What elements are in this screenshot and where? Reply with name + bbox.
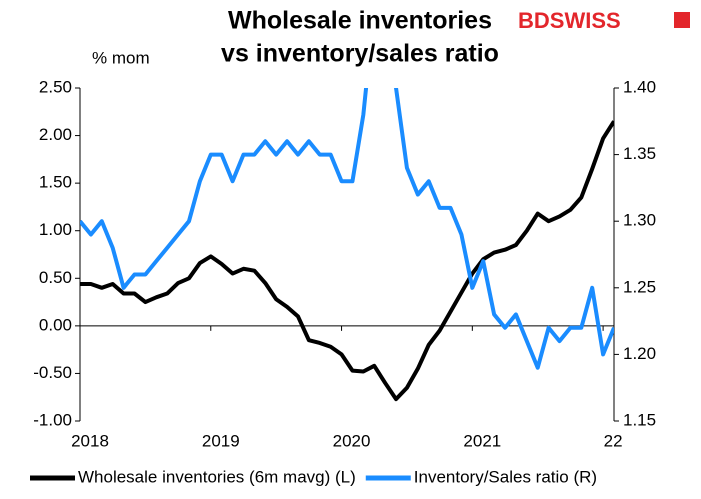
x-tick-label: 2018 [71,431,109,450]
chart-title: Wholesale inventories [228,7,492,35]
x-tick-label: 2020 [333,431,371,450]
y-tick-label: 2.00 [39,125,72,144]
chart-title: vs inventory/sales ratio [221,40,499,68]
x-tick-label: 22 [604,431,623,450]
x-tick-label: 2019 [202,431,240,450]
logo-icon [674,12,690,28]
y2-tick-label: 1.20 [623,344,656,363]
y-tick-label: -0.50 [33,363,72,382]
y2-tick-label: 1.25 [623,277,656,296]
legend-label: Wholesale inventories (6m mavg) (L) [78,467,356,486]
y-tick-label: 1.50 [39,173,72,192]
y-tick-label: 0.50 [39,268,72,287]
y2-tick-label: 1.15 [623,410,656,429]
plot-area [80,88,614,402]
y2-tick-label: 1.40 [623,77,656,96]
y-tick-label: -1.00 [33,410,72,429]
series-line [80,120,614,402]
y2-tick-label: 1.30 [623,211,656,230]
y-tick-label: 1.00 [39,220,72,239]
y-tick-label: 2.50 [39,77,72,96]
y-axis-label: % mom [92,48,150,67]
legend-label: Inventory/Sales ratio (R) [414,467,597,486]
y2-tick-label: 1.35 [623,144,656,163]
x-tick-label: 2021 [463,431,501,450]
logo: BDSWISS [518,8,621,33]
y-tick-label: 0.00 [39,315,72,334]
series-line [80,88,614,370]
